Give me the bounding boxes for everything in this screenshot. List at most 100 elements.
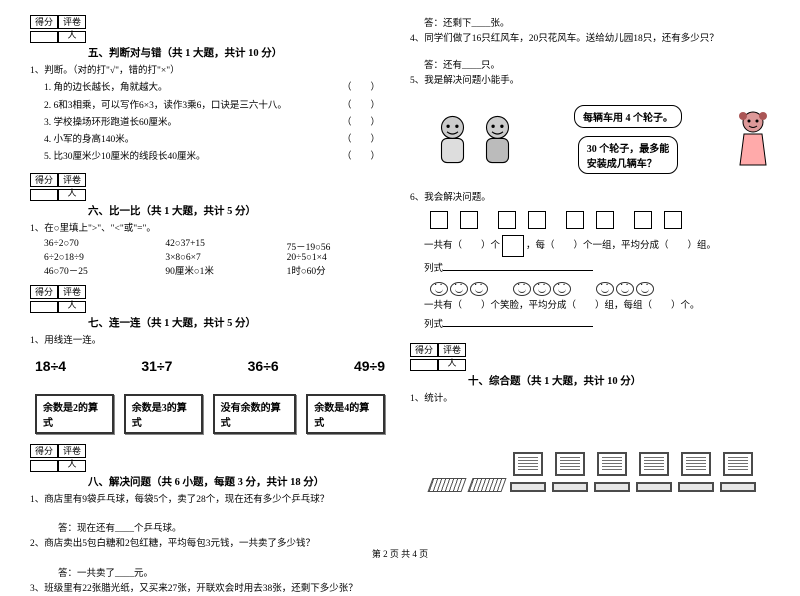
big-math-row: 18÷4 31÷7 36÷6 49÷9	[35, 358, 385, 374]
grader-blank	[58, 189, 86, 201]
grader-blank	[438, 359, 466, 371]
smiley-icon	[636, 282, 654, 296]
smiley-icon	[616, 282, 634, 296]
link-box-2: 余数是3的算式	[124, 394, 203, 434]
q8-1: 1、商店里有9袋乒乓球，每袋5个，卖了28个，现在还有多少个乒乓球？	[30, 493, 390, 507]
link-box-3: 没有余数的算式	[213, 394, 297, 434]
computers-illustration	[430, 412, 770, 492]
q6-1: 1、在○里填上">"、"<"或"="。	[30, 222, 390, 236]
q10-1: 1、统计。	[410, 392, 770, 406]
grader-label: 评卷人	[58, 173, 86, 187]
expr: 18÷4	[35, 358, 66, 374]
math-row-1: 36÷2○70 42○37+15 75－19○56	[44, 239, 390, 253]
score-blank	[30, 460, 58, 472]
smiley-icon	[450, 282, 468, 296]
section-title-7: 七、连一连（共 1 大题，共计 5 分）	[88, 315, 390, 330]
square-group-4	[634, 211, 682, 229]
expr: 90厘米○1米	[165, 263, 268, 277]
expr: 46○70－25	[44, 263, 147, 277]
ans-8-2: 答：一共卖了____元。	[58, 565, 390, 579]
section-title-5: 五、判断对与错（共 1 大题，共计 10 分）	[88, 45, 390, 60]
section-6: 得分评卷人 六、比一比（共 1 大题，共计 5 分） 1、在○里填上">"、"<…	[30, 173, 390, 277]
expr: 36÷6	[248, 358, 279, 374]
smiley-icon	[513, 282, 531, 296]
square-groups	[430, 211, 770, 229]
grader-label: 评卷人	[58, 444, 86, 458]
computer-icon	[594, 452, 630, 492]
score-label: 得分	[30, 173, 58, 187]
child2-icon	[475, 112, 520, 167]
square-icon	[566, 211, 584, 229]
left-column: 得分 评卷人 五、判断对与错（共 1 大题，共计 10 分） 1、判断。（对的打…	[30, 15, 390, 535]
score-label: 得分	[30, 15, 58, 29]
smiley-groups	[430, 282, 770, 296]
score-blank	[410, 359, 438, 371]
computer-icon	[720, 452, 756, 492]
section-7: 得分评卷人 七、连一连（共 1 大题，共计 5 分） 1、用线连一连。 18÷4…	[30, 285, 390, 434]
speech-bubble-2: 30 个轮子，最多能 安装成几辆车？	[578, 136, 679, 174]
grader-blank	[58, 301, 86, 313]
lieshi-label: 列式	[424, 320, 443, 330]
smiley-group-1	[430, 282, 488, 296]
child1-icon	[430, 112, 475, 167]
smiley-icon	[430, 282, 448, 296]
q5-item-2: 2. 6和3相乘，可以写作6×3，读作3乘6，口诀是三六十八。 （ ）	[44, 99, 390, 113]
q5-item-1: 1. 角的边长越长，角就越大。（ ）	[44, 81, 390, 95]
grader-blank	[58, 31, 86, 43]
computer-icon	[510, 452, 546, 492]
square-icon	[528, 211, 546, 229]
ans-8-4: 答：还有____只。	[424, 57, 770, 71]
girl-icon	[736, 110, 770, 170]
score-label: 得分	[30, 444, 58, 458]
score-blank	[30, 189, 58, 201]
q8-3: 3、班级里有22张腊光纸，又买来27张，开联欢会时用去38张，还剩下多少张？	[30, 582, 390, 596]
smiley-group-3	[596, 282, 654, 296]
score-blank	[30, 31, 58, 43]
bubble2-line2: 安装成几辆车？	[587, 155, 670, 170]
square-icon	[596, 211, 614, 229]
q5-item-3-text: 3. 学校操场环形跑道长60厘米。	[44, 118, 177, 128]
square-group-2	[498, 211, 546, 229]
bubble2-line1: 30 个轮子，最多能	[587, 140, 670, 155]
square-icon	[634, 211, 652, 229]
computer-icon	[678, 452, 714, 492]
q5-item-4: 4. 小军的身高140米。（ ）	[44, 133, 390, 147]
expr: 31÷7	[141, 358, 172, 374]
lieshi-label: 列式	[424, 264, 443, 274]
q5-item-5: 5. 比30厘米少10厘米的线段长40厘米。（ ）	[44, 150, 390, 164]
grader-label: 评卷人	[58, 285, 86, 299]
q8-6: 6、我会解决问题。	[410, 191, 770, 205]
fill-smileys: 一共有（ ）个笑脸，平均分成（ ）组，每组（ ）个。	[424, 299, 770, 313]
score-label: 得分	[30, 285, 58, 299]
q5-item-4-text: 4. 小军的身高140米。	[44, 135, 134, 145]
expr: 20÷5○1×4	[287, 253, 390, 263]
square-icon	[460, 211, 478, 229]
smiley-icon	[470, 282, 488, 296]
link-boxes: 余数是2的算式 余数是3的算式 没有余数的算式 余数是4的算式	[35, 394, 385, 434]
section-8: 得分评卷人 八、解决问题（共 6 小题，每题 3 分，共计 18 分） 1、商店…	[30, 444, 390, 596]
page-footer: 第 2 页 共 4 页	[0, 547, 800, 560]
expr: 75－19○56	[287, 239, 390, 253]
blank-line	[443, 260, 593, 271]
right-column: 答：还剩下____张。 4、同学们做了16只红风车，20只花风车。送给幼儿园18…	[410, 15, 770, 535]
keyboard-icon	[427, 478, 466, 492]
q5-item-3: 3. 学校操场环形跑道长60厘米。（ ）	[44, 116, 390, 130]
expr: 36÷2○70	[44, 239, 147, 253]
section-title-6: 六、比一比（共 1 大题，共计 5 分）	[88, 203, 390, 218]
square-icon	[664, 211, 682, 229]
q5-1: 1、判断。（对的打"√"，错的打"×"）	[30, 64, 390, 78]
fill-squares: 一共有（ ）个，每（ ）个一组，平均分成（ ）组。	[424, 235, 770, 257]
paren: （ ）	[342, 81, 380, 95]
expr: 49÷9	[354, 358, 385, 374]
q5-item-2-text: 2. 6和3相乘，可以写作6×3，读作3乘6，口诀是三六十八。	[44, 101, 287, 111]
expr: 42○37+15	[165, 239, 268, 253]
ans-8-1: 答：现在还有____个乒乓球。	[58, 520, 390, 534]
keyboard-icon	[467, 478, 506, 492]
lieshi-2: 列式	[424, 316, 770, 332]
q5-item-5-text: 5. 比30厘米少10厘米的线段长40厘米。	[44, 152, 206, 162]
lieshi-1: 列式	[424, 260, 770, 276]
smiley-icon	[596, 282, 614, 296]
math-row-2: 6÷2○18÷93×8○6×720÷5○1×4	[44, 253, 390, 263]
illustration-cars: 每辆车用 4 个轮子。 30 个轮子，最多能 安装成几辆车？	[430, 95, 770, 185]
paren: （ ）	[342, 99, 380, 113]
